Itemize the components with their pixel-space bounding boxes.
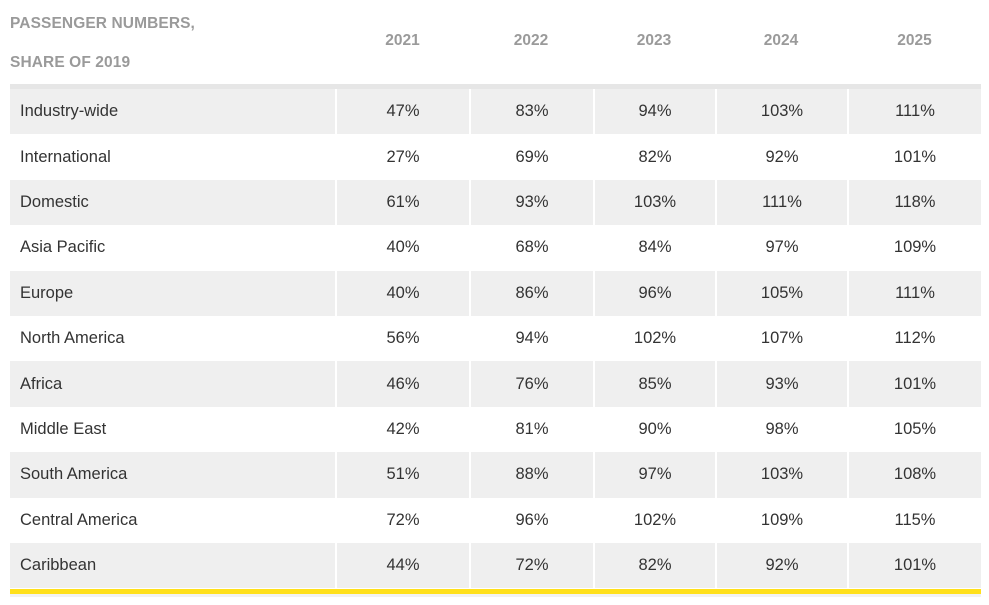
cell-2023: 85% [593,361,715,407]
cell-2021: 40% [335,270,469,316]
table-row: Industry-wide 47% 83% 94% 103% 111% [10,89,981,135]
row-label: Industry-wide [10,89,335,135]
cell-2024: 105% [715,270,847,316]
cell-2024: 97% [715,225,847,271]
row-label: North America [10,315,335,362]
cell-2025: 105% [847,406,981,453]
accent-bottom-rule [10,589,981,594]
cell-2021: 42% [335,406,469,453]
cell-2024: 103% [715,452,847,498]
cell-2023: 96% [593,270,715,316]
row-label: Caribbean [10,542,335,589]
cell-2023: 82% [593,542,715,589]
cell-2023: 102% [593,315,715,362]
cell-2023: 103% [593,179,715,226]
cell-2024: 109% [715,497,847,543]
cell-2022: 72% [469,542,593,589]
cell-2024: 92% [715,134,847,180]
row-label: International [10,134,335,180]
cell-2025: 118% [847,179,981,226]
cell-2025: 111% [847,89,981,135]
row-label: Central America [10,497,335,543]
cell-2021: 27% [335,134,469,180]
cell-2025: 101% [847,361,981,407]
cell-2024: 107% [715,315,847,362]
header-divider [10,84,981,89]
row-label: Europe [10,270,335,316]
table-row: North America 56% 94% 102% 107% 112% [10,315,981,362]
cell-2023: 90% [593,406,715,453]
column-header-2022: 2022 [513,32,549,49]
cell-2022: 69% [469,134,593,180]
cell-2025: 101% [847,542,981,589]
cell-2022: 86% [469,270,593,316]
cell-2025: 115% [847,497,981,543]
passenger-numbers-table: Industry-wide 47% 83% 94% 103% 111% Internatio… [10,89,981,589]
cell-2021: 47% [335,89,469,135]
cell-2023: 97% [593,452,715,498]
table-row: South America 51% 88% 97% 103% 108% [10,452,981,498]
cell-2022: 94% [469,315,593,362]
column-header-2024: 2024 [763,32,799,49]
bottom-rule-shadow [10,594,981,597]
row-label: Africa [10,361,335,407]
cell-2021: 56% [335,315,469,362]
cell-2022: 88% [469,452,593,498]
row-label: South America [10,452,335,498]
table-row: Asia Pacific 40% 68% 84% 97% 109% [10,225,981,271]
column-header-2025: 2025 [897,32,932,49]
table-body: Industry-wide 47% 83% 94% 103% 111% Internatio… [10,89,981,589]
column-header-2021: 2021 [385,32,420,49]
cell-2024: 93% [715,361,847,407]
column-header-2023: 2023 [636,32,672,49]
table-row: Europe 40% 86% 96% 105% 111% [10,270,981,316]
cell-2022: 83% [469,89,593,135]
table-row: International 27% 69% 82% 92% 101% [10,134,981,180]
cell-2024: 103% [715,89,847,135]
cell-2021: 72% [335,497,469,543]
cell-2021: 61% [335,179,469,226]
cell-2025: 108% [847,452,981,498]
cell-2023: 82% [593,134,715,180]
cell-2025: 109% [847,225,981,271]
cell-2021: 44% [335,542,469,589]
cell-2024: 98% [715,406,847,453]
cell-2023: 84% [593,225,715,271]
cell-2024: 111% [715,179,847,226]
row-label: Asia Pacific [10,225,335,271]
table-row: Middle East 42% 81% 90% 98% 105% [10,406,981,453]
caption-line-2: SHARE OF 2019 [10,54,131,71]
cell-2022: 81% [469,406,593,453]
cell-2025: 111% [847,270,981,316]
cell-2022: 76% [469,361,593,407]
cell-2025: 112% [847,315,981,362]
table-row: Domestic 61% 93% 103% 111% 118% [10,179,981,226]
cell-2025: 101% [847,134,981,180]
cell-2022: 68% [469,225,593,271]
cell-2023: 102% [593,497,715,543]
row-label: Domestic [10,179,335,226]
table-row: Africa 46% 76% 85% 93% 101% [10,361,981,407]
cell-2021: 51% [335,452,469,498]
cell-2023: 94% [593,89,715,135]
table-row: Caribbean 44% 72% 82% 92% 101% [10,542,981,589]
table-row: Central America 72% 96% 102% 109% 115% [10,497,981,543]
table-caption: PASSENGER NUMBERS, SHARE OF 2019 [10,4,330,82]
cell-2024: 92% [715,542,847,589]
cell-2021: 46% [335,361,469,407]
row-label: Middle East [10,406,335,453]
cell-2022: 96% [469,497,593,543]
caption-line-1: PASSENGER NUMBERS, [10,15,195,32]
cell-2021: 40% [335,225,469,271]
cell-2022: 93% [469,179,593,226]
